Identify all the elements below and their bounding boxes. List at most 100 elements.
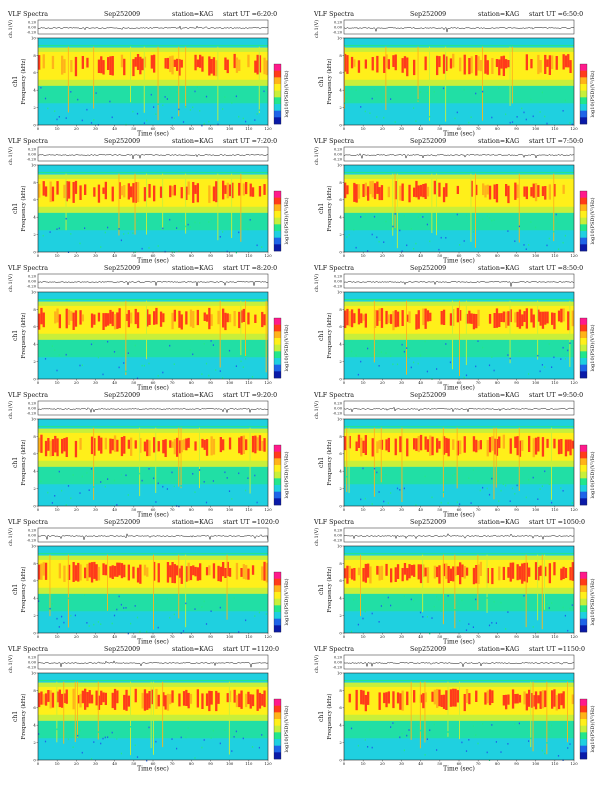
spectrogram-speckle xyxy=(162,485,164,488)
spectrogram-speckle xyxy=(475,365,477,368)
spectrogram-cell xyxy=(178,310,181,328)
spectrogram-spike xyxy=(185,173,187,234)
spectrogram-speckle xyxy=(560,487,562,489)
spectrogram-speckle xyxy=(224,96,226,98)
spectrogram-speckle xyxy=(419,214,422,216)
spectrogram-speckle xyxy=(491,116,493,119)
colorbar-segment xyxy=(274,364,281,372)
spectrogram-speckle xyxy=(148,468,150,470)
spectrogram-cell xyxy=(553,184,556,197)
colorbar-frame xyxy=(273,317,282,379)
waveform-label: ch.1(V) xyxy=(7,528,14,546)
x-tick-label: 60 xyxy=(151,507,156,512)
spectrogram-cell xyxy=(459,57,462,72)
panel-station: station=KAG xyxy=(478,519,520,526)
x-tick-label: 30 xyxy=(399,380,404,385)
spectrogram-spike xyxy=(442,427,444,498)
colorbar-segment xyxy=(274,231,281,238)
spectrogram-speckle xyxy=(459,620,461,622)
spectrogram-cell xyxy=(532,314,535,328)
spectrogram-speckle xyxy=(353,598,355,601)
spectrogram-speckle xyxy=(44,97,47,100)
spectrogram-speckle xyxy=(148,726,150,729)
spectrogram-cell xyxy=(371,180,374,198)
spectrogram-speckle xyxy=(380,605,382,607)
spectrogram-cell xyxy=(488,689,492,706)
spectrogram-spike xyxy=(93,46,95,109)
spectrogram-cell xyxy=(532,438,535,458)
spectrogram-speckle xyxy=(242,366,244,368)
spectrogram-cell xyxy=(364,435,367,455)
spectrogram-speckle xyxy=(56,228,58,230)
spectrogram-speckle xyxy=(571,604,573,606)
spectrogram-cell xyxy=(369,181,372,195)
y-tick-label: 10 xyxy=(31,670,36,675)
spectrogram-cell xyxy=(546,311,549,324)
spectrogram-cell xyxy=(146,693,149,710)
spectrogram-speckle xyxy=(130,622,132,625)
spectrogram-speckle xyxy=(461,741,463,744)
spectrogram-speckle xyxy=(56,369,58,372)
spectrogram-speckle xyxy=(70,721,72,723)
colorbar-segment xyxy=(274,725,281,733)
spectrogram-cell xyxy=(143,187,147,202)
spectrogram-cell xyxy=(539,691,542,709)
waveform-tick-label: 0.20 xyxy=(28,274,37,278)
spectrogram-cell xyxy=(153,185,156,202)
spectrogram-speckle xyxy=(486,215,488,217)
y-tick-label: 8 xyxy=(339,688,342,693)
spectrogram-cell xyxy=(74,565,78,581)
y-tick-label: 2 xyxy=(33,105,36,110)
spectrogram-cell xyxy=(557,693,561,710)
spectrogram-cell xyxy=(399,436,402,453)
x-tick-label: 60 xyxy=(151,126,156,131)
spectrogram-speckle xyxy=(194,90,196,93)
spectrogram-cell xyxy=(528,567,531,577)
spectrogram-cell xyxy=(553,312,556,330)
colorbar-segment xyxy=(580,117,587,125)
spectrogram-speckle xyxy=(100,623,102,625)
spectrogram-speckle xyxy=(380,351,382,353)
spectrogram-cell xyxy=(417,564,420,580)
x-tick-label: 20 xyxy=(74,380,79,385)
waveform-tick-label: -0.20 xyxy=(333,411,343,415)
spectrogram-speckle xyxy=(90,343,93,346)
spectrogram-cell xyxy=(413,438,416,450)
spectrogram-cell xyxy=(185,438,188,451)
spectrogram-cell xyxy=(454,566,457,576)
spectrogram-speckle xyxy=(376,471,378,474)
spectrogram-speckle xyxy=(436,749,438,751)
spectrogram-cell xyxy=(396,564,400,579)
x-tick-label: 10 xyxy=(361,380,366,385)
waveform-label: ch.1(V) xyxy=(313,274,320,292)
spectrogram-speckle xyxy=(383,500,385,503)
spectrogram-speckle xyxy=(482,90,484,93)
spectrogram-speckle xyxy=(231,102,233,104)
x-tick-label: 120 xyxy=(570,634,578,639)
spectrogram-cell xyxy=(491,436,494,451)
spectrogram-speckle xyxy=(353,228,355,231)
spectrogram-cell xyxy=(567,54,570,68)
spectrogram-cell xyxy=(429,312,432,322)
spectrogram-cell xyxy=(551,312,554,325)
spectrogram-spike xyxy=(509,46,511,106)
spectrogram-cell xyxy=(258,55,262,73)
spectrogram-speckle xyxy=(371,746,373,749)
spectrogram-speckle xyxy=(185,225,187,228)
colorbar-segment xyxy=(274,605,281,613)
spectrogram-cell xyxy=(196,183,199,203)
spectrogram-speckle xyxy=(107,226,109,229)
spectrogram-speckle xyxy=(113,614,116,617)
spectrogram-cell xyxy=(102,692,105,703)
spectrogram-cell xyxy=(399,185,402,201)
spectrogram-speckle xyxy=(355,598,357,600)
spectrogram-cell xyxy=(185,311,188,325)
spectrogram-cell xyxy=(217,692,220,704)
spectrogram-cell xyxy=(447,566,450,583)
x-tick-label: 0 xyxy=(343,634,346,639)
spectrogram-cell xyxy=(387,59,390,70)
spectrogram-spike xyxy=(385,46,387,110)
spectrogram-cell xyxy=(555,56,558,70)
spectrogram-cell xyxy=(459,562,462,585)
spectrogram-cell xyxy=(224,185,227,194)
